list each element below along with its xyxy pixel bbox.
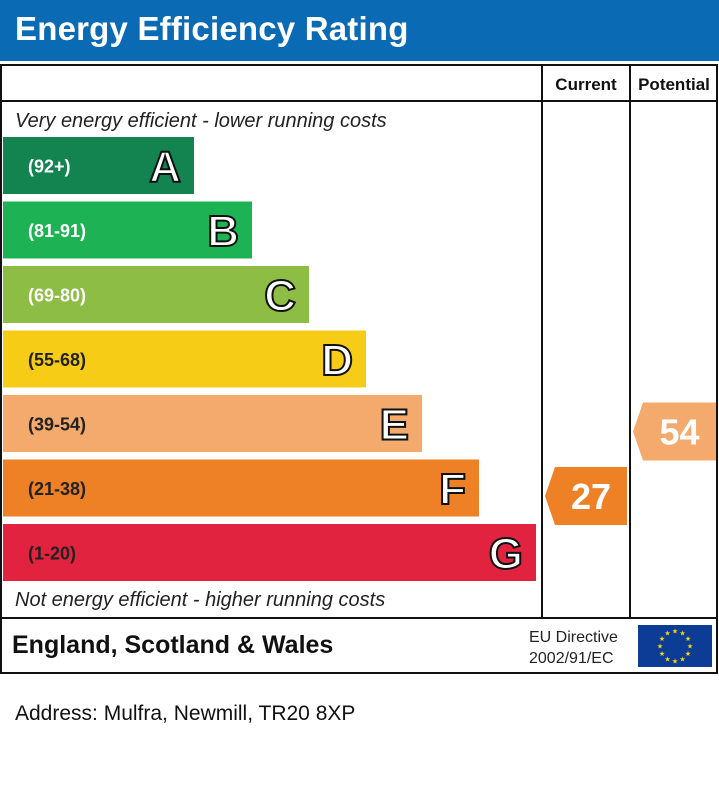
eu-star-icon: ★: [659, 650, 665, 658]
energy-rating-chart: Current Potential Very energy efficient …: [0, 64, 718, 674]
rating-markers: 27 54: [545, 402, 716, 525]
band-range-label: (69-80): [28, 286, 86, 306]
band-letter: F: [439, 465, 466, 514]
band-bar-g: [3, 524, 536, 581]
eu-star-icon: ★: [664, 655, 670, 663]
rating-band-a: (92+) A: [3, 137, 194, 194]
chart-title: Energy Efficiency Rating: [15, 10, 409, 47]
band-letter: G: [489, 530, 523, 579]
potential-rating-marker: 54: [633, 402, 716, 461]
current-column-header: Current: [555, 75, 617, 94]
rating-band-e: (39-54) E: [3, 395, 422, 452]
chart-frame: [0, 64, 718, 674]
address-line: Address: Mulfra, Newmill, TR20 8XP: [15, 702, 356, 725]
band-letter: B: [207, 207, 239, 256]
eu-star-icon: ★: [679, 630, 685, 638]
rating-band-d: (55-68) D: [3, 330, 366, 388]
band-bar-b: [3, 201, 252, 259]
rating-band-b: (81-91) B: [3, 201, 252, 259]
eu-star-icon: ★: [672, 658, 678, 666]
current-rating-marker: 27: [545, 467, 627, 525]
eu-star-icon: ★: [679, 655, 685, 663]
eu-directive-line2: 2002/91/EC: [529, 650, 614, 667]
eu-star-icon: ★: [685, 635, 691, 643]
band-range-label: (55-68): [28, 350, 86, 370]
band-range-label: (1-20): [28, 544, 76, 564]
band-letter: D: [321, 336, 353, 385]
eu-star-icon: ★: [657, 643, 663, 651]
band-bar-a: [3, 137, 194, 194]
band-bar-c: [3, 266, 309, 323]
title-bar: Energy Efficiency Rating: [0, 0, 719, 61]
eu-star-icon: ★: [659, 635, 665, 643]
band-range-label: (92+): [28, 157, 71, 177]
eu-star-icon: ★: [672, 628, 678, 636]
eu-star-icon: ★: [664, 630, 670, 638]
rating-band-c: (69-80) C: [3, 266, 309, 323]
band-letter: A: [149, 143, 181, 192]
band-bar-f: [3, 459, 479, 517]
band-range-label: (21-38): [28, 479, 86, 499]
bottom-caption: Not energy efficient - higher running co…: [15, 589, 385, 611]
potential-column-header: Potential: [638, 75, 710, 94]
band-bar-e: [3, 395, 422, 452]
current-marker-shape: [545, 467, 627, 525]
band-range-label: (81-91): [28, 221, 86, 241]
band-letter: E: [380, 401, 409, 450]
eu-star-icon: ★: [687, 643, 693, 651]
rating-bands: (92+) A (81-91) B (69-80) C (55-68) D (39-54) E (2…: [3, 137, 536, 581]
top-caption: Very energy efficient - lower running co…: [15, 110, 387, 132]
rating-band-g: (1-20) G: [3, 524, 536, 581]
band-bar-d: [3, 330, 366, 388]
band-letter: C: [264, 272, 296, 321]
current-rating-value: 27: [571, 476, 611, 517]
eu-star-icon: ★: [685, 650, 691, 658]
eu-flag-icon: ★★★★★★★★★ ★ ★★: [638, 625, 712, 667]
eu-directive-line1: EU Directive: [529, 629, 618, 646]
rating-band-f: (21-38) F: [3, 459, 479, 517]
potential-rating-value: 54: [659, 412, 699, 453]
potential-marker-shape: [633, 402, 716, 461]
band-range-label: (39-54): [28, 415, 86, 435]
region-label: England, Scotland & Wales: [12, 631, 333, 659]
